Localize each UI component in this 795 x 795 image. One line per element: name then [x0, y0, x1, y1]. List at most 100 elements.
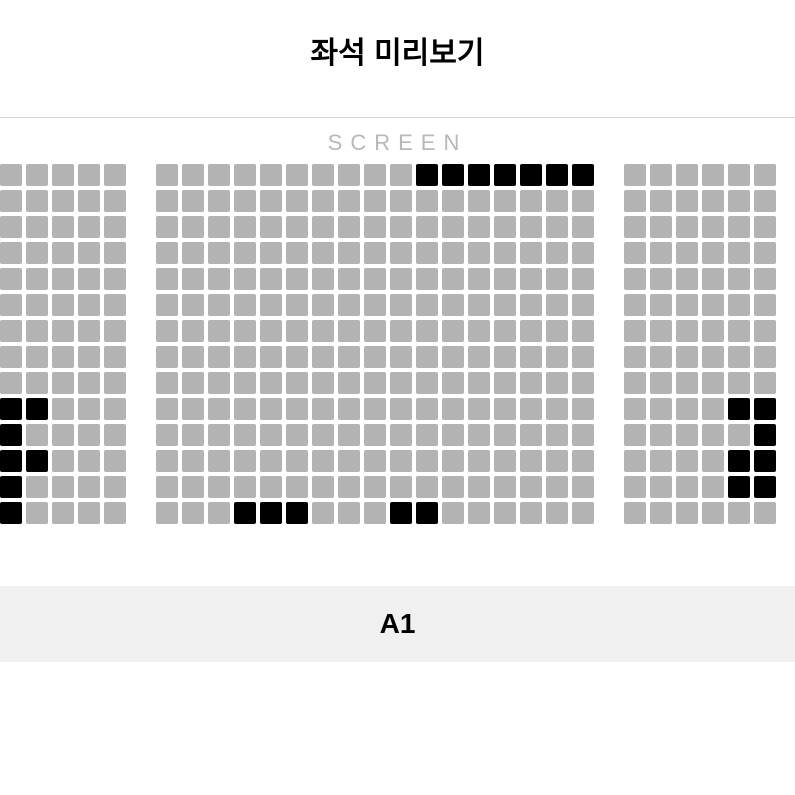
seat[interactable]	[676, 398, 698, 420]
seat[interactable]	[494, 424, 516, 446]
seat[interactable]	[364, 372, 386, 394]
seat[interactable]	[624, 502, 646, 524]
seat[interactable]	[52, 398, 74, 420]
seat[interactable]	[676, 372, 698, 394]
seat[interactable]	[26, 268, 48, 290]
seat[interactable]	[338, 398, 360, 420]
seat[interactable]	[52, 450, 74, 472]
seat[interactable]	[494, 164, 516, 186]
seat[interactable]	[442, 476, 464, 498]
seat[interactable]	[520, 398, 542, 420]
seat[interactable]	[624, 476, 646, 498]
seat[interactable]	[520, 424, 542, 446]
seat[interactable]	[338, 346, 360, 368]
seat[interactable]	[520, 268, 542, 290]
seat[interactable]	[520, 190, 542, 212]
seat[interactable]	[650, 502, 672, 524]
seat[interactable]	[208, 450, 230, 472]
seat[interactable]	[208, 164, 230, 186]
seat[interactable]	[442, 424, 464, 446]
seat[interactable]	[416, 372, 438, 394]
seat[interactable]	[0, 398, 22, 420]
seat[interactable]	[390, 502, 412, 524]
seat[interactable]	[208, 242, 230, 264]
seat[interactable]	[260, 476, 282, 498]
seat[interactable]	[338, 320, 360, 342]
seat[interactable]	[390, 294, 412, 316]
seat[interactable]	[260, 164, 282, 186]
seat[interactable]	[754, 398, 776, 420]
seat[interactable]	[78, 320, 100, 342]
seat[interactable]	[338, 502, 360, 524]
seat[interactable]	[26, 216, 48, 238]
seat[interactable]	[728, 242, 750, 264]
seat[interactable]	[52, 190, 74, 212]
seat[interactable]	[78, 372, 100, 394]
seat[interactable]	[104, 320, 126, 342]
seat[interactable]	[182, 164, 204, 186]
seat[interactable]	[156, 268, 178, 290]
seat[interactable]	[260, 502, 282, 524]
seat[interactable]	[676, 268, 698, 290]
seat[interactable]	[390, 346, 412, 368]
seat[interactable]	[416, 424, 438, 446]
seat[interactable]	[650, 346, 672, 368]
seat[interactable]	[702, 502, 724, 524]
seat[interactable]	[494, 294, 516, 316]
seat[interactable]	[754, 242, 776, 264]
seat[interactable]	[156, 320, 178, 342]
seat[interactable]	[728, 190, 750, 212]
seat[interactable]	[702, 164, 724, 186]
seat[interactable]	[52, 502, 74, 524]
seat[interactable]	[104, 398, 126, 420]
seat[interactable]	[156, 450, 178, 472]
seat[interactable]	[208, 294, 230, 316]
seat[interactable]	[520, 502, 542, 524]
seat[interactable]	[208, 476, 230, 498]
seat[interactable]	[468, 216, 490, 238]
seat[interactable]	[650, 164, 672, 186]
seat[interactable]	[26, 398, 48, 420]
seat[interactable]	[546, 294, 568, 316]
seat[interactable]	[312, 294, 334, 316]
seat[interactable]	[156, 476, 178, 498]
seat[interactable]	[728, 450, 750, 472]
seat[interactable]	[572, 502, 594, 524]
seat[interactable]	[78, 346, 100, 368]
seat[interactable]	[442, 346, 464, 368]
seat[interactable]	[104, 216, 126, 238]
seat[interactable]	[338, 450, 360, 472]
seat[interactable]	[208, 372, 230, 394]
seat[interactable]	[182, 424, 204, 446]
seat[interactable]	[676, 216, 698, 238]
seat[interactable]	[702, 268, 724, 290]
seat[interactable]	[624, 424, 646, 446]
seat[interactable]	[78, 190, 100, 212]
seat[interactable]	[78, 242, 100, 264]
seat[interactable]	[364, 502, 386, 524]
seat[interactable]	[624, 450, 646, 472]
seat[interactable]	[338, 268, 360, 290]
seat[interactable]	[546, 372, 568, 394]
seat[interactable]	[728, 398, 750, 420]
seat[interactable]	[338, 190, 360, 212]
seat[interactable]	[572, 450, 594, 472]
seat[interactable]	[260, 346, 282, 368]
seat[interactable]	[0, 268, 22, 290]
seat[interactable]	[260, 242, 282, 264]
seat[interactable]	[520, 372, 542, 394]
seat[interactable]	[624, 242, 646, 264]
seat[interactable]	[338, 164, 360, 186]
seat[interactable]	[650, 294, 672, 316]
seat[interactable]	[572, 320, 594, 342]
seat[interactable]	[364, 476, 386, 498]
seat[interactable]	[442, 216, 464, 238]
seat[interactable]	[390, 372, 412, 394]
seat[interactable]	[182, 450, 204, 472]
seat[interactable]	[234, 346, 256, 368]
seat[interactable]	[754, 476, 776, 498]
seat[interactable]	[286, 450, 308, 472]
seat[interactable]	[364, 424, 386, 446]
seat[interactable]	[390, 190, 412, 212]
seat[interactable]	[390, 164, 412, 186]
